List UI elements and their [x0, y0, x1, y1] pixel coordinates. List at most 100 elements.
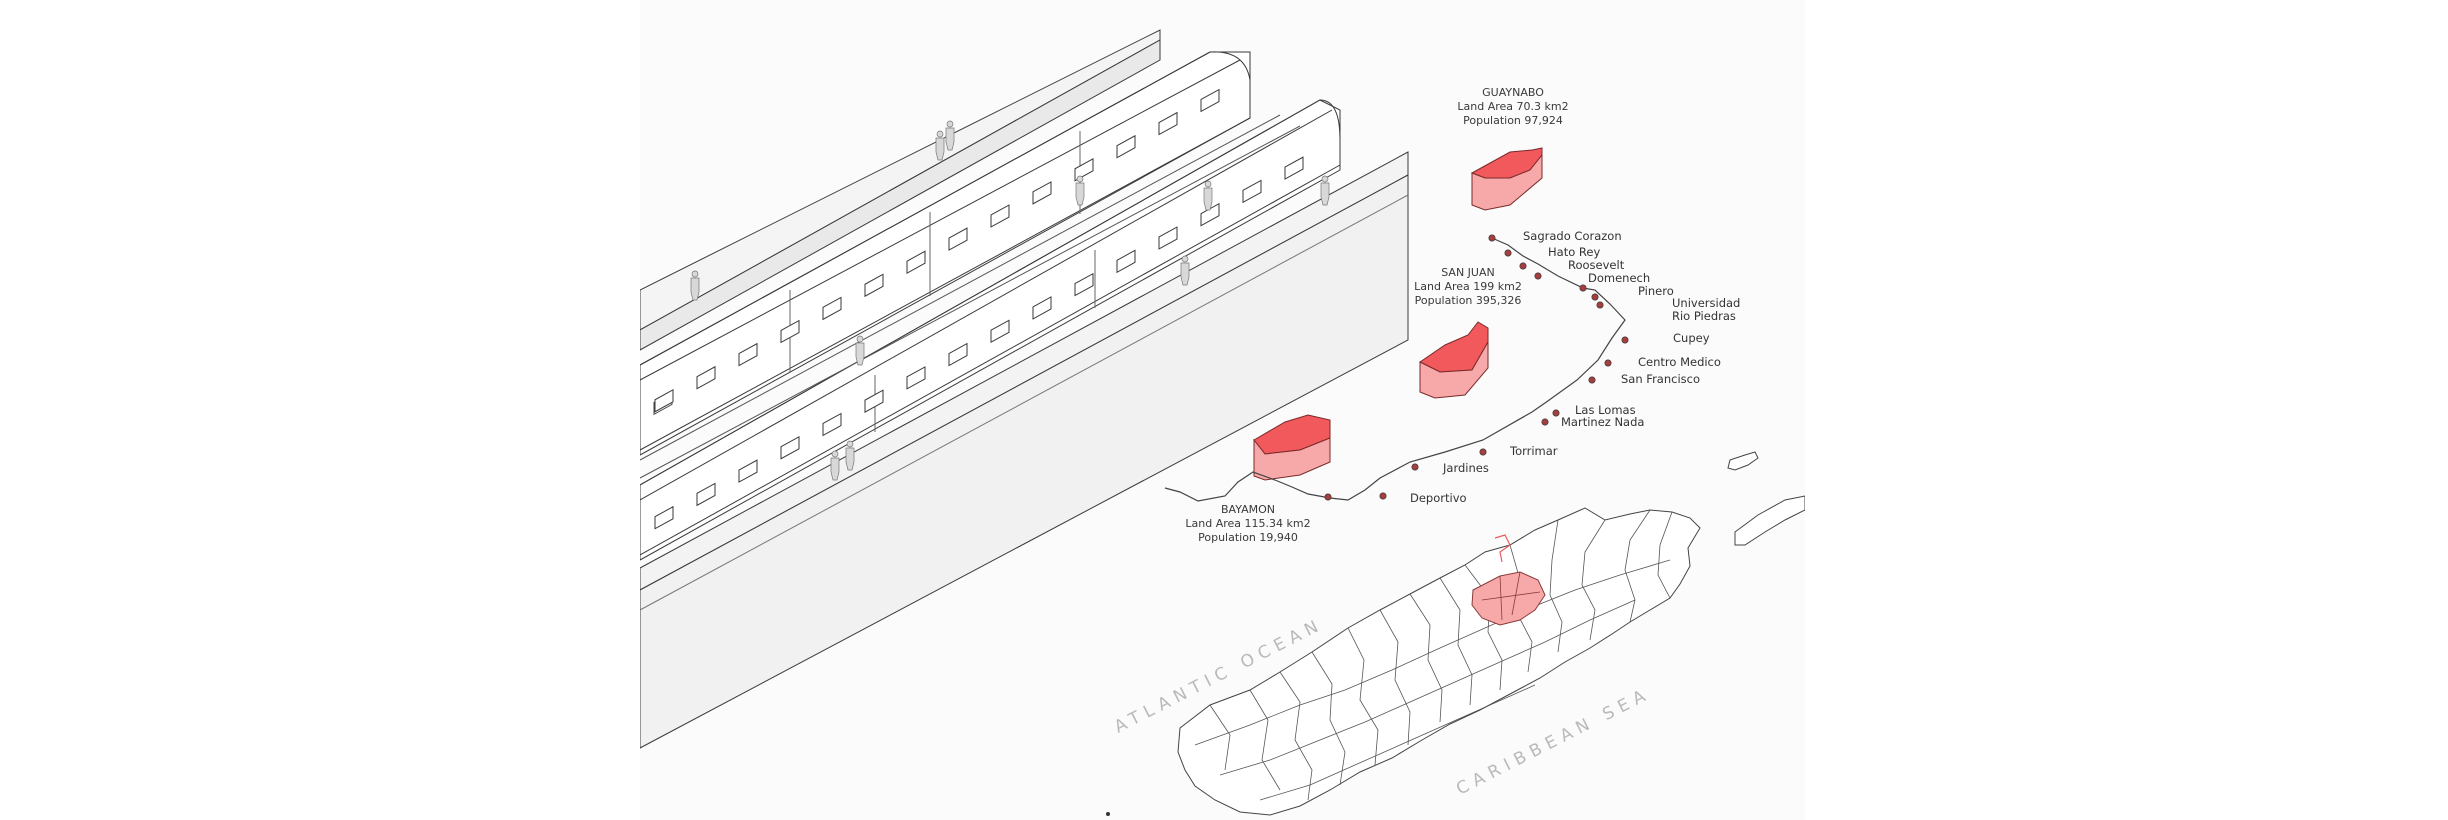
island-culebra [1727, 451, 1759, 471]
train-window [948, 342, 968, 367]
station-dot [1479, 448, 1487, 456]
platform-edge [640, 194, 1409, 611]
island-vieques [1734, 495, 1805, 546]
person-silhouette [1203, 180, 1213, 211]
station-dot [1552, 409, 1560, 417]
metro-region-borders [1481, 571, 1541, 621]
san-juan-land-area: Land Area 199 km2 [1414, 280, 1522, 293]
station-label-hato-rey: Hato Rey [1548, 245, 1600, 259]
train-window [1200, 202, 1220, 227]
train-window [780, 435, 800, 460]
person-silhouette [1075, 175, 1085, 206]
train-window [948, 227, 968, 251]
station-label-martinez-nada: Martinez Nada [1561, 415, 1644, 429]
drawing-canvas: GUAYNABO Land Area 70.3 km2 Population 9… [640, 0, 1805, 820]
station-dot [1488, 234, 1496, 242]
bayamon-block [1253, 414, 1331, 481]
train-window [654, 389, 674, 413]
station-dot [1519, 262, 1527, 270]
train-window [1200, 88, 1220, 113]
train-window [1284, 156, 1304, 180]
train-window [1074, 158, 1094, 182]
bayamon-population: Population 19,940 [1198, 531, 1298, 544]
station-label-las-lomas: Las Lomas [1575, 403, 1636, 417]
train-window [864, 389, 884, 413]
person-silhouette [935, 130, 945, 161]
station-dot [1379, 492, 1387, 500]
train-platform-illustration [640, 29, 1409, 749]
puerto-rico-map [1106, 451, 1805, 816]
train-window [696, 365, 716, 390]
train-window [696, 482, 716, 507]
station-labels: Sagrado Corazon Hato Rey Roosevelt Domen… [1410, 229, 1740, 505]
train-window [1242, 179, 1262, 204]
station-dot [1534, 272, 1542, 280]
train-window [822, 412, 842, 437]
person-silhouette [1320, 175, 1330, 206]
station-label-deportivo: Deportivo [1410, 491, 1467, 505]
train-window [780, 319, 800, 344]
station-label-sagrado-corazon: Sagrado Corazon [1523, 229, 1622, 243]
san-juan-name: SAN JUAN [1441, 266, 1495, 279]
guaynabo-side [1471, 153, 1543, 211]
track-ties [640, 114, 1301, 479]
person-silhouette [945, 120, 955, 151]
bayamon-side [1253, 437, 1331, 481]
train-window [990, 204, 1010, 228]
guaynabo-population: Population 97,924 [1463, 114, 1563, 127]
station-label-rio-piedras: Rio Piedras [1672, 309, 1736, 323]
guaynabo-land-area: Land Area 70.3 km2 [1457, 100, 1568, 113]
train-window [738, 342, 758, 367]
people-silhouettes [690, 120, 1330, 481]
station-label-universidad: Universidad [1672, 296, 1740, 310]
bayamon-land-area: Land Area 115.34 km2 [1185, 517, 1310, 530]
train-windows [654, 88, 1304, 530]
san-juan-population: Population 395,326 [1415, 294, 1522, 307]
train-window [906, 250, 926, 274]
station-dot [1621, 336, 1629, 344]
train-window [1116, 249, 1136, 274]
person-silhouette [690, 270, 700, 301]
person-silhouette [830, 450, 840, 481]
train-window [1116, 134, 1136, 159]
station-dot [1588, 376, 1596, 384]
station-dot [1541, 418, 1549, 426]
station-dot [1604, 359, 1612, 367]
front-platform-face [640, 174, 1409, 749]
train-window [1158, 226, 1178, 250]
isometric-illustration: GUAYNABO Land Area 70.3 km2 Population 9… [640, 29, 1805, 816]
station-dot [1591, 293, 1599, 301]
island-outline [1177, 507, 1701, 816]
station-label-san-francisco: San Francisco [1621, 372, 1700, 386]
back-train [640, 51, 1251, 456]
station-dots [1324, 234, 1629, 501]
back-platform-side [640, 39, 1161, 351]
station-label-cupey: Cupey [1673, 331, 1710, 345]
station-dot [1504, 249, 1512, 257]
train-window [906, 366, 926, 390]
san-juan-block [1419, 321, 1489, 399]
metro-line-minimap [1494, 534, 1511, 563]
metro-line [1164, 237, 1626, 502]
station-label-roosevelt: Roosevelt [1568, 258, 1625, 272]
train-window [864, 273, 884, 298]
san-juan-side [1419, 340, 1489, 399]
metro-region-highlight [1471, 571, 1546, 626]
train-window [1032, 181, 1052, 205]
train-window [822, 296, 842, 321]
person-silhouette [845, 440, 855, 471]
train-window [1074, 272, 1094, 297]
train-window [738, 459, 758, 483]
station-label-torrimar: Torrimar [1509, 444, 1558, 458]
station-label-centro-medico: Centro Medico [1638, 355, 1721, 369]
person-silhouette [1180, 255, 1190, 286]
station-label-domenech: Domenech [1588, 271, 1650, 285]
station-dot [1411, 463, 1419, 471]
san-juan-label: SAN JUAN Land Area 199 km2 Population 39… [1414, 266, 1522, 307]
bayamon-label: BAYAMON Land Area 115.34 km2 Population … [1185, 503, 1310, 544]
train-window [990, 319, 1010, 344]
train-window [654, 505, 674, 530]
station-label-jardines: Jardines [1442, 461, 1489, 475]
station-dot [1596, 301, 1604, 309]
